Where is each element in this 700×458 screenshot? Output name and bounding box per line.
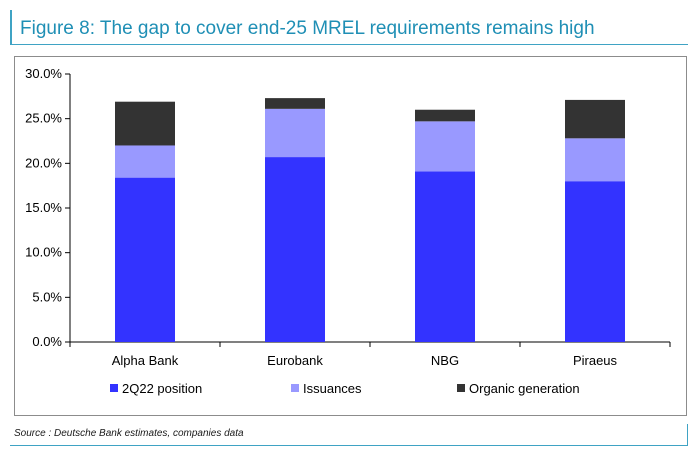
x-category-label: Eurobank — [267, 353, 323, 368]
bar-issuances — [115, 145, 175, 178]
legend-swatch-2q22-position — [110, 384, 118, 392]
y-tick-label: 25.0% — [25, 111, 62, 126]
figure-title-bar: Figure 8: The gap to cover end-25 MREL r… — [10, 10, 688, 44]
bar-organic-generation — [115, 101, 175, 146]
y-tick-label: 30.0% — [25, 66, 62, 81]
bar-organic-generation — [265, 98, 325, 109]
legend-swatch-issuances — [291, 384, 299, 392]
bar-issuances — [565, 138, 625, 182]
y-tick-label: 15.0% — [25, 200, 62, 215]
source-rule — [10, 445, 688, 446]
x-category-label: NBG — [431, 353, 459, 368]
y-tick-label: 20.0% — [25, 155, 62, 170]
legend-label-organic-generation: Organic generation — [469, 381, 580, 396]
legend-swatch-organic-generation — [457, 384, 465, 392]
x-category-label: Alpha Bank — [112, 353, 179, 368]
y-tick-label: 0.0% — [32, 334, 62, 349]
bar-organic-generation — [565, 99, 625, 139]
source-note: Source : Deutsche Bank estimates, compan… — [14, 428, 244, 439]
bar-issuances — [415, 121, 475, 172]
stacked-bar-chart: 0.0% 5.0% 10.0% 15.0% 20.0% 25.0% 30.0% Alpha B… — [25, 66, 671, 396]
y-tick-label: 10.0% — [25, 245, 62, 260]
legend-label-2q22-position: 2Q22 position — [122, 381, 202, 396]
bar-2q22-position — [265, 157, 325, 342]
legend-label-issuances: Issuances — [303, 381, 362, 396]
chart-frame: 0.0% 5.0% 10.0% 15.0% 20.0% 25.0% 30.0% Alpha B… — [14, 56, 687, 416]
y-tick-label: 5.0% — [32, 289, 62, 304]
source-rule-right — [687, 424, 688, 446]
title-rule — [10, 44, 688, 45]
bar-2q22-position — [565, 181, 625, 342]
bar-organic-generation — [415, 109, 475, 122]
bar-2q22-position — [115, 177, 175, 342]
bar-2q22-position — [415, 171, 475, 342]
figure-title: Figure 8: The gap to cover end-25 MREL r… — [20, 18, 595, 39]
bar-issuances — [265, 108, 325, 158]
x-category-label: Piraeus — [573, 353, 618, 368]
